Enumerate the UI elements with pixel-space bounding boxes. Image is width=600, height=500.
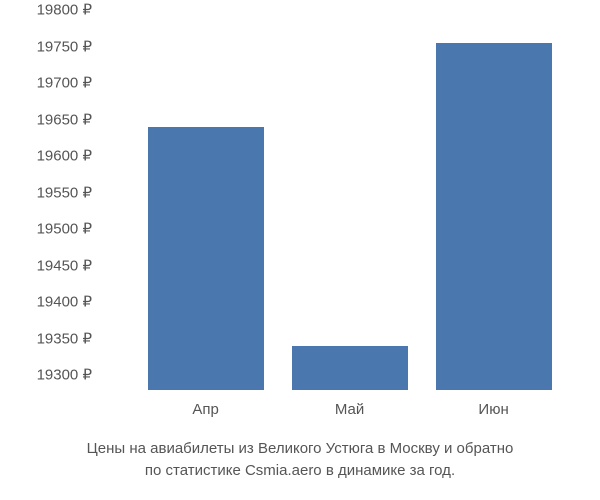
y-tick-label: 19350 ₽: [0, 331, 92, 346]
y-tick-label: 19550 ₽: [0, 185, 92, 200]
y-tick-label: 19300 ₽: [0, 368, 92, 383]
y-tick-label: 19650 ₽: [0, 112, 92, 127]
y-tick-label: 19600 ₽: [0, 149, 92, 164]
caption-line-2: по статистике Csmia.aero в динамике за г…: [0, 460, 600, 482]
y-tick-label: 19750 ₽: [0, 39, 92, 54]
bar: [292, 346, 408, 390]
bar: [436, 43, 552, 390]
plot-area: [100, 10, 580, 390]
y-tick-label: 19450 ₽: [0, 258, 92, 273]
x-tick-label: Июн: [444, 401, 544, 418]
y-tick-label: 19800 ₽: [0, 3, 92, 18]
chart-caption: Цены на авиабилеты из Великого Устюга в …: [0, 438, 600, 482]
y-tick-label: 19500 ₽: [0, 222, 92, 237]
x-tick-label: Апр: [156, 401, 256, 418]
y-tick-label: 19700 ₽: [0, 76, 92, 91]
y-tick-label: 19400 ₽: [0, 295, 92, 310]
x-axis: Апр Май Июн: [100, 395, 580, 425]
y-axis: 19300 ₽ 19350 ₽ 19400 ₽ 19450 ₽ 19500 ₽ 19550…: [0, 10, 100, 390]
x-tick-label: Май: [300, 401, 400, 418]
caption-line-1: Цены на авиабилеты из Великого Устюга в …: [0, 438, 600, 460]
price-bar-chart: 19300 ₽ 19350 ₽ 19400 ₽ 19450 ₽ 19500 ₽ 19550…: [0, 0, 600, 500]
bar: [148, 127, 264, 390]
